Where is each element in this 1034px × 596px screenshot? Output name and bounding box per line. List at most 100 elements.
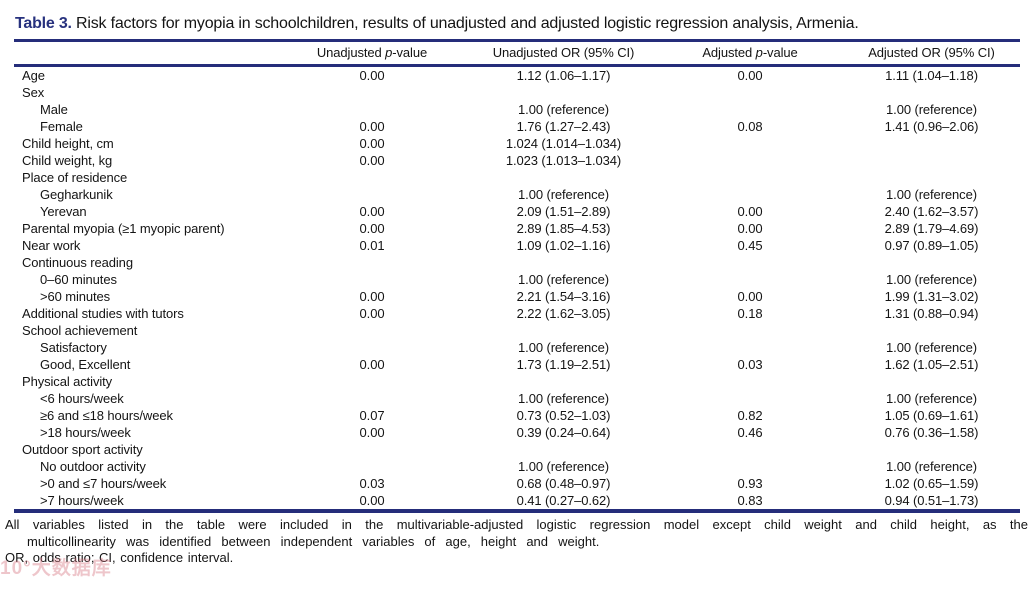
cell-value [843, 169, 1020, 186]
header-text: -value [762, 45, 798, 60]
cell-value: 1.00 (reference) [886, 459, 977, 474]
cell-value: 0.00 [359, 221, 385, 236]
table-row: Male 1.00 (reference) 1.00 (reference) [14, 101, 1020, 118]
table-row: Sex [14, 84, 1020, 101]
row-label: Continuous reading [22, 255, 133, 270]
cell-value [657, 390, 843, 407]
cell-value [274, 373, 470, 390]
row-label: >0 and ≤7 hours/week [40, 476, 167, 491]
col-header-adjusted-p: Adjusted p-value [657, 40, 843, 67]
table-row: Physical activity [14, 373, 1020, 390]
cell-value: 1.00 (reference) [886, 340, 977, 355]
table-row: Age 0.00 1.12 (1.06–1.17) 0.00 1.11 (1.04–1.… [14, 66, 1020, 85]
cell-value: 2.89 (1.85–4.53) [516, 221, 611, 236]
cell-value: 1.00 (reference) [518, 391, 609, 406]
header-text: Adjusted OR (95% CI) [868, 45, 995, 60]
cell-value [274, 390, 470, 407]
cell-value: 0.01 [359, 238, 385, 253]
cell-value: 0.00 [737, 221, 763, 236]
row-label: Place of residence [22, 170, 128, 185]
header-text: Unadjusted OR (95% CI) [492, 45, 635, 60]
row-label: Additional studies with tutors [22, 306, 184, 321]
table-row: Parental myopia (≥1 myopic parent) 0.00 2.… [14, 220, 1020, 237]
row-label: Near work [22, 238, 81, 253]
row-label: >60 minutes [40, 289, 111, 304]
cell-value: 1.00 (reference) [518, 340, 609, 355]
row-label: Child height, cm [22, 136, 114, 151]
cell-value: 0.07 [359, 408, 385, 423]
cell-value [470, 169, 657, 186]
cell-value: 1.00 (reference) [886, 391, 977, 406]
table-row: Satisfactory 1.00 (reference) 1.00 (refere… [14, 339, 1020, 356]
cell-value: 0.00 [359, 119, 385, 134]
cell-value: 1.024 (1.014–1.034) [505, 136, 622, 151]
row-label: ≥6 and ≤18 hours/week [40, 408, 173, 423]
cell-value [843, 322, 1020, 339]
row-label: Gegharkunik [40, 187, 113, 202]
cell-value: 1.12 (1.06–1.17) [516, 68, 611, 83]
cell-value: 0.00 [359, 306, 385, 321]
table-row: >0 and ≤7 hours/week 0.03 0.68 (0.48–0.97)… [14, 475, 1020, 492]
cell-value: 0.03 [737, 357, 763, 372]
col-header-unadjusted-p: Unadjusted p-value [274, 40, 470, 67]
cell-value: 2.89 (1.79–4.69) [884, 221, 979, 236]
cell-value: 0.00 [737, 204, 763, 219]
row-label: >7 hours/week [40, 493, 124, 508]
cell-value [274, 84, 470, 101]
cell-value [657, 339, 843, 356]
row-label: Satisfactory [40, 340, 107, 355]
row-label: Good, Excellent [40, 357, 131, 372]
table-row: Place of residence [14, 169, 1020, 186]
cell-value [657, 186, 843, 203]
cell-value [843, 135, 1020, 152]
table-header: Unadjusted p-value Unadjusted OR (95% CI… [14, 40, 1020, 67]
header-text: Unadjusted [316, 45, 386, 60]
cell-value [657, 322, 843, 339]
cell-value: 1.62 (1.05–2.51) [884, 357, 979, 372]
cell-value: 2.40 (1.62–3.57) [884, 204, 979, 219]
caption-text: Risk factors for myopia in schoolchildre… [76, 15, 859, 32]
table-row: <6 hours/week 1.00 (reference) 1.00 (refer… [14, 390, 1020, 407]
table-row: Female 0.00 1.76 (1.27–2.43) 0.08 1.41 (0.96… [14, 118, 1020, 135]
cell-value: 0.94 (0.51–1.73) [884, 493, 979, 508]
cell-value [657, 135, 843, 152]
row-label: Child weight, kg [22, 153, 113, 168]
cell-value [274, 254, 470, 271]
cell-value: 0.73 (0.52–1.03) [516, 408, 611, 423]
cell-value: 1.05 (0.69–1.61) [884, 408, 979, 423]
cell-value: 2.09 (1.51–2.89) [516, 204, 611, 219]
table-row: Additional studies with tutors 0.00 2.22 (… [14, 305, 1020, 322]
cell-value [843, 254, 1020, 271]
row-label: Physical activity [22, 374, 113, 389]
table-row: Child weight, kg 0.00 1.023 (1.013–1.034) [14, 152, 1020, 169]
table-row: Continuous reading [14, 254, 1020, 271]
cell-value: 0.18 [737, 306, 763, 321]
table-footnotes: All variables listed in the table were i… [5, 517, 1028, 567]
col-header-variable [14, 40, 274, 67]
cell-value [274, 186, 470, 203]
table-row: >60 minutes 0.00 2.21 (1.54–3.16) 0.00 1.99 … [14, 288, 1020, 305]
cell-value [274, 441, 470, 458]
table-row: No outdoor activity 1.00 (reference) 1.00 … [14, 458, 1020, 475]
cell-value [470, 441, 657, 458]
table-row: >7 hours/week 0.00 0.41 (0.27–0.62) 0.83 0.9… [14, 492, 1020, 511]
cell-value: 0.39 (0.24–0.64) [516, 425, 611, 440]
footnote-model: All variables listed in the table were i… [5, 517, 1028, 549]
cell-value [657, 101, 843, 118]
table-row: Child height, cm 0.00 1.024 (1.014–1.034) [14, 135, 1020, 152]
cell-value: 1.00 (reference) [518, 459, 609, 474]
cell-value: 2.22 (1.62–3.05) [516, 306, 611, 321]
cell-value [470, 373, 657, 390]
cell-value [274, 322, 470, 339]
cell-value: 0.46 [737, 425, 763, 440]
row-label: >18 hours/week [40, 425, 131, 440]
table-caption: Table 3. Risk factors for myopia in scho… [15, 14, 1020, 34]
table-row: Outdoor sport activity [14, 441, 1020, 458]
cell-value [657, 84, 843, 101]
cell-value [657, 441, 843, 458]
cell-value: 0.82 [737, 408, 763, 423]
header-text: Adjusted [702, 45, 756, 60]
cell-value: 1.99 (1.31–3.02) [884, 289, 979, 304]
cell-value [274, 339, 470, 356]
table-row: 0–60 minutes 1.00 (reference) 1.00 (refere… [14, 271, 1020, 288]
